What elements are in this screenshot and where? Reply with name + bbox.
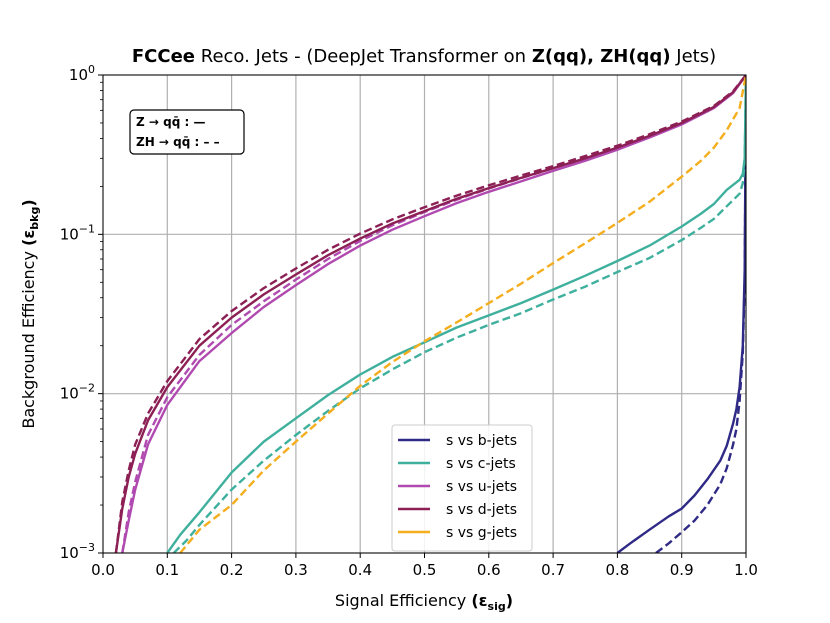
- y-tick-label: 10−1: [60, 222, 95, 243]
- axis-ticks: 0.0 0.1 0.2 0.3 0.4 0.5 0.6 0.7 0.8 0.9 1.0 10−3 10−…: [60, 63, 758, 579]
- y-tick-label: 10−3: [60, 541, 95, 562]
- legend-label: s vs d-jets: [446, 502, 517, 518]
- title-bold-prefix: FCCee: [132, 46, 195, 67]
- x-tick-label: 0.4: [348, 561, 372, 579]
- x-tick-label: 0.1: [155, 561, 179, 579]
- legend-box: [391, 424, 533, 552]
- series-line-s-vs-g-jets-dashed: [179, 75, 746, 553]
- y-tick-label: 100: [69, 63, 95, 84]
- legend-label: s vs u-jets: [446, 479, 517, 495]
- y-tick-label: 10−2: [60, 382, 95, 403]
- chart-title: FCCee Reco. Jets - (DeepJet Transformer …: [132, 46, 716, 67]
- series-layer: [114, 75, 746, 553]
- legend-label: s vs c-jets: [446, 456, 516, 472]
- process-annotation: Z → qq̄ : — ZH → qq̄ : – –: [129, 109, 245, 155]
- annotation-box: [129, 109, 245, 155]
- title-suffix: Jets): [675, 46, 716, 67]
- x-tick-label: 0.5: [413, 561, 437, 579]
- x-tick-label: 0.7: [541, 561, 565, 579]
- annotation-line-2: ZH → qq̄ : – –: [136, 135, 220, 149]
- annotation-line-1: Z → qq̄ : —: [136, 115, 205, 129]
- x-tick-label: 0.9: [670, 561, 694, 579]
- series-line-s-vs-c-jets-solid: [166, 75, 746, 553]
- series-line-s-vs-b-jets-dashed: [655, 75, 746, 553]
- x-tick-label: 0.3: [284, 561, 308, 579]
- legend: s vs b-jets s vs c-jets s vs u-jets s vs d-…: [391, 424, 533, 552]
- title-process: Z(qq), ZH(qq): [532, 46, 671, 67]
- y-axis-label: Background Efficiency (εbkg): [19, 199, 41, 428]
- x-tick-label: 0.2: [220, 561, 244, 579]
- x-axis-label-sub: sig: [488, 600, 506, 613]
- x-tick-label: 0.0: [91, 561, 115, 579]
- x-axis-label: Signal Efficiency (εsig): [335, 591, 513, 613]
- legend-label: s vs b-jets: [446, 433, 517, 449]
- series-line-s-vs-u-jets-solid: [121, 75, 746, 553]
- title-main: Reco. Jets - (DeepJet Transformer on: [201, 46, 526, 67]
- series-line-s-vs-c-jets-dashed: [172, 75, 746, 553]
- x-tick-label: 0.8: [605, 561, 629, 579]
- series-line-s-vs-d-jets-solid: [114, 75, 746, 553]
- y-axis-label-sub: bkg: [28, 207, 41, 230]
- series-line-s-vs-u-jets-dashed: [121, 75, 746, 553]
- x-tick-label: 0.6: [477, 561, 501, 579]
- series-line-s-vs-d-jets-dashed: [114, 75, 746, 553]
- legend-label: s vs g-jets: [446, 525, 517, 541]
- x-tick-label: 1.0: [734, 561, 758, 579]
